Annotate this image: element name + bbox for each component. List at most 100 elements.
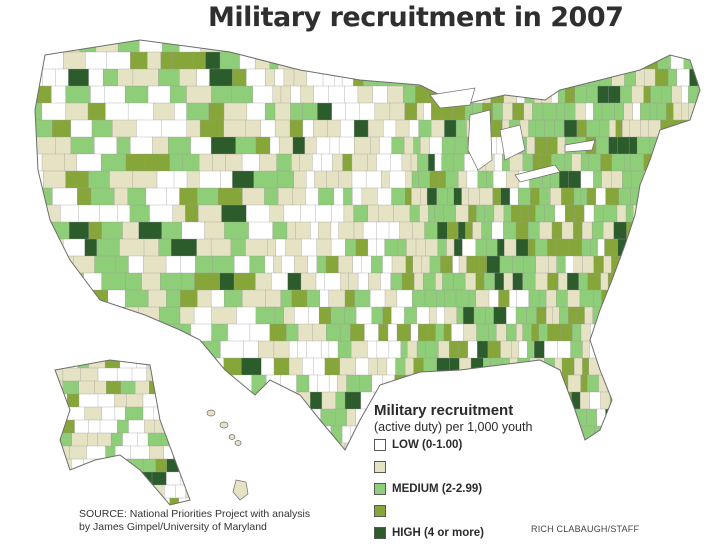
county xyxy=(607,374,622,393)
county xyxy=(516,289,530,308)
county xyxy=(102,68,119,87)
county xyxy=(489,68,504,87)
county xyxy=(363,68,379,87)
county xyxy=(602,306,612,325)
county xyxy=(306,340,322,359)
county xyxy=(381,170,390,189)
county xyxy=(130,445,150,460)
county xyxy=(272,85,282,104)
county xyxy=(680,289,689,308)
county xyxy=(89,306,103,325)
county xyxy=(428,306,437,325)
county xyxy=(423,357,438,376)
county xyxy=(319,425,332,444)
county xyxy=(35,187,53,206)
county xyxy=(212,153,226,172)
county xyxy=(391,187,406,206)
county xyxy=(340,272,349,291)
county xyxy=(655,425,667,444)
county xyxy=(453,272,466,291)
county xyxy=(321,153,334,172)
county xyxy=(545,68,554,87)
county xyxy=(109,340,135,359)
county xyxy=(466,170,479,189)
county xyxy=(637,40,649,53)
county xyxy=(125,153,146,172)
county xyxy=(97,432,112,447)
county xyxy=(420,136,431,155)
county xyxy=(545,289,557,308)
county xyxy=(489,40,502,53)
county xyxy=(211,85,232,104)
county xyxy=(55,432,61,447)
county xyxy=(675,323,685,342)
county xyxy=(331,102,347,121)
county xyxy=(515,306,528,325)
county xyxy=(580,170,594,189)
county xyxy=(453,187,463,206)
county xyxy=(449,340,460,359)
county xyxy=(556,289,569,308)
county xyxy=(410,323,419,342)
county xyxy=(647,221,656,240)
county xyxy=(503,221,517,240)
county xyxy=(267,238,277,257)
county xyxy=(185,204,199,223)
county xyxy=(144,419,156,434)
county xyxy=(511,340,520,359)
county xyxy=(582,357,590,376)
county xyxy=(574,102,587,121)
county xyxy=(701,290,714,307)
county xyxy=(454,136,469,155)
county xyxy=(164,484,177,499)
county xyxy=(359,374,373,393)
county xyxy=(447,187,455,206)
county xyxy=(694,136,700,155)
county xyxy=(412,289,426,308)
county xyxy=(48,340,71,359)
county xyxy=(181,406,190,421)
county xyxy=(650,272,662,291)
county xyxy=(274,68,285,87)
county xyxy=(204,221,225,240)
county xyxy=(442,272,454,291)
county xyxy=(652,357,665,376)
county xyxy=(685,442,697,450)
county xyxy=(78,393,99,408)
county xyxy=(253,170,279,189)
county xyxy=(161,367,176,382)
county xyxy=(208,102,225,121)
county xyxy=(186,85,212,104)
county xyxy=(106,380,122,395)
county xyxy=(132,170,158,189)
county xyxy=(302,357,315,376)
county xyxy=(227,323,251,342)
county xyxy=(218,374,231,393)
county xyxy=(581,238,591,257)
county xyxy=(264,255,274,274)
county xyxy=(657,238,672,257)
county xyxy=(553,374,561,393)
county xyxy=(355,306,373,325)
county xyxy=(91,119,113,138)
county xyxy=(444,119,457,138)
county xyxy=(647,425,657,444)
county xyxy=(368,357,379,376)
county xyxy=(475,238,487,257)
county xyxy=(401,272,415,291)
county xyxy=(223,102,248,121)
county xyxy=(346,374,360,393)
county xyxy=(45,272,70,291)
county xyxy=(648,289,657,308)
county xyxy=(42,306,66,325)
county xyxy=(512,272,524,291)
county xyxy=(269,323,287,342)
county xyxy=(613,221,628,240)
county xyxy=(545,306,553,325)
county xyxy=(645,340,655,359)
county xyxy=(602,442,616,450)
county xyxy=(581,221,593,240)
county xyxy=(516,323,524,342)
county xyxy=(573,357,583,376)
county xyxy=(557,340,572,359)
